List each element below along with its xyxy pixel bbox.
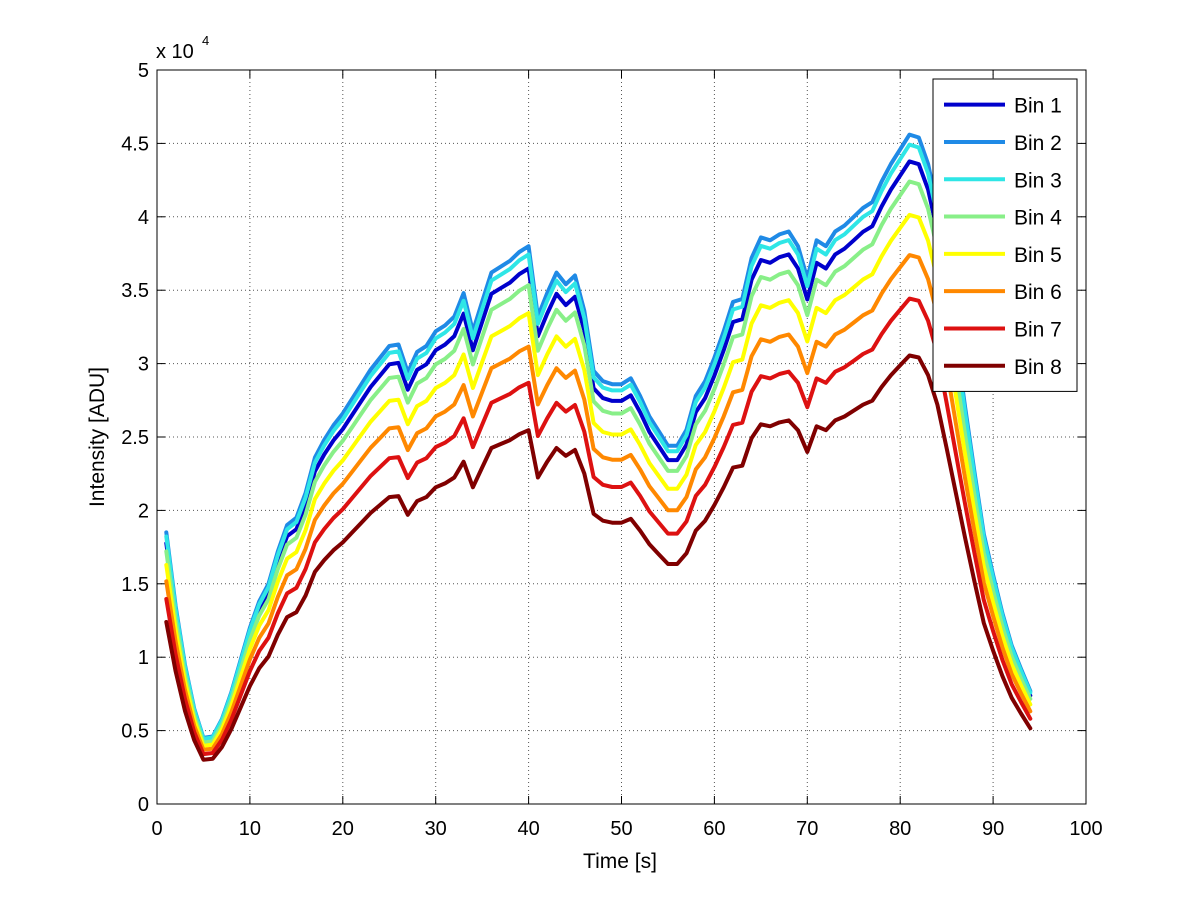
y-tick-label: 3.5 — [121, 280, 149, 302]
series-line-bin-8 — [164, 353, 1033, 762]
x-tick-label: 30 — [425, 818, 447, 840]
series-line-bin-6 — [164, 253, 1033, 752]
y-tick-label: 3 — [138, 354, 149, 376]
legend-label: Bin 8 — [1014, 356, 1062, 379]
y-tick-label: 4 — [138, 207, 149, 229]
legend-box — [932, 78, 1078, 392]
legend-label: Bin 3 — [1014, 169, 1062, 192]
legend-label: Bin 1 — [1014, 95, 1062, 118]
x-tick-label: 50 — [610, 818, 632, 840]
grid — [157, 70, 1086, 804]
x-tick-label: 20 — [332, 818, 354, 840]
x-tick-label: 90 — [982, 818, 1004, 840]
y-tick-label: 5 — [138, 60, 149, 82]
x-tick-label: 60 — [703, 818, 725, 840]
x-tick-label: 10 — [239, 818, 261, 840]
legend-label: Bin 5 — [1014, 244, 1062, 267]
legend-label: Bin 4 — [1014, 207, 1062, 230]
y-tick-label: 2.5 — [121, 427, 149, 449]
legend-label: Bin 6 — [1014, 281, 1062, 304]
legend-label: Bin 2 — [1014, 132, 1062, 155]
x-axis-title: Time [s] — [583, 850, 657, 873]
y-tick-label: 1 — [138, 647, 149, 669]
y-tick-label: 1.5 — [121, 574, 149, 596]
y-tick-label: 0 — [138, 794, 149, 816]
y-tick-label: 2 — [138, 500, 149, 522]
y-tick-label: 0.5 — [121, 721, 149, 743]
y-exponent-label: x 10 — [156, 41, 194, 63]
series-line-bin-1 — [164, 159, 1033, 743]
y-exponent-power: 4 — [202, 33, 209, 48]
legend: Bin 1 Bin 2 Bin 3 Bin 4 Bin 5 Bin 6 Bin 7 Bin 8 — [932, 78, 1078, 392]
series-line-bin-7 — [164, 296, 1033, 757]
series-lines — [164, 132, 1033, 762]
legend-label: Bin 7 — [1014, 318, 1062, 341]
y-tick-label: 4.5 — [121, 133, 149, 155]
series-line-bin-5 — [164, 212, 1033, 748]
x-tick-label: 70 — [796, 818, 818, 840]
x-tick-label: 0 — [151, 818, 162, 840]
x-tick-label: 80 — [889, 818, 911, 840]
y-axis-title: Intensity [ADU] — [86, 367, 109, 507]
x-tick-label: 40 — [517, 818, 539, 840]
series-line-bin-4 — [164, 179, 1033, 745]
axis-ticks: 0 10 20 30 40 50 60 70 80 90 100 0 0.5 1 1.5 2 2.5 3 3.5 4 4… — [121, 60, 1103, 840]
x-tick-label: 100 — [1069, 818, 1102, 840]
series-line-bin-3 — [164, 142, 1033, 741]
